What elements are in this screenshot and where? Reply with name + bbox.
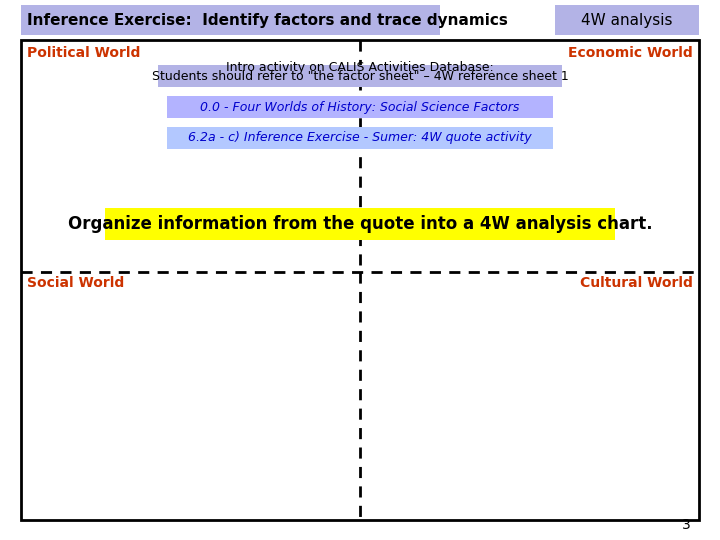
Text: 3: 3 [682, 518, 690, 532]
FancyBboxPatch shape [21, 5, 440, 35]
FancyBboxPatch shape [167, 127, 553, 149]
Text: Cultural World: Cultural World [580, 276, 693, 290]
Text: 4W analysis: 4W analysis [581, 12, 672, 28]
Text: Intro activity on CALIS Activities Database:: Intro activity on CALIS Activities Datab… [226, 61, 494, 74]
FancyBboxPatch shape [105, 208, 615, 240]
Text: 0.0 - Four Worlds of History: Social Science Factors: 0.0 - Four Worlds of History: Social Sci… [200, 100, 520, 113]
Text: Inference Exercise:  Identify factors and trace dynamics: Inference Exercise: Identify factors and… [27, 12, 508, 28]
Text: Organize information from the quote into a 4W analysis chart.: Organize information from the quote into… [68, 215, 652, 233]
FancyBboxPatch shape [158, 65, 562, 87]
Text: Students should refer to "the factor sheet" – 4W reference sheet 1: Students should refer to "the factor she… [152, 70, 568, 83]
Text: Political World: Political World [27, 46, 140, 60]
Text: Social World: Social World [27, 276, 124, 290]
Bar [21, 40, 699, 520]
Text: 6.2a - c) Inference Exercise - Sumer: 4W quote activity: 6.2a - c) Inference Exercise - Sumer: 4W… [188, 132, 532, 145]
FancyBboxPatch shape [167, 96, 553, 118]
FancyBboxPatch shape [554, 5, 699, 35]
Text: Economic World: Economic World [569, 46, 693, 60]
